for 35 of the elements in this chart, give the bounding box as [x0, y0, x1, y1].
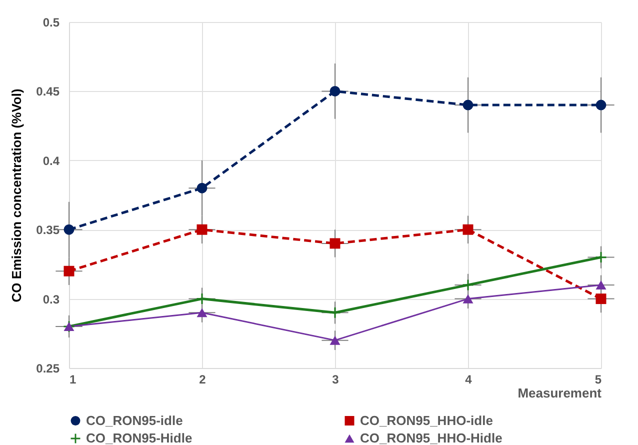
y-tick-label: 0.5: [42, 16, 60, 30]
point: [596, 252, 606, 263]
legend-label: CO_RON95_HHO-idle: [360, 412, 493, 428]
x-tick-label: 5: [594, 372, 602, 386]
y-axis-title: CO Emission concentration (%Vol): [9, 88, 24, 302]
x-tick-label: 4: [465, 372, 472, 386]
point: [196, 294, 208, 304]
y-tick-label: 0.3: [42, 292, 60, 306]
y-tick-label: 0.4: [42, 154, 60, 168]
point: [596, 294, 606, 304]
point: [64, 224, 74, 235]
x-tick-label: 2: [199, 372, 206, 386]
y-tick-label: 0.25: [36, 362, 60, 376]
point: [462, 100, 474, 110]
point: [196, 224, 208, 235]
point: [596, 280, 606, 290]
point: [462, 224, 474, 235]
legend-label: CO_RON95_HHO-Hidle: [360, 430, 502, 445]
legend-label: CO_RON95-idle: [86, 412, 183, 428]
point: [330, 86, 340, 96]
point: [330, 336, 340, 345]
y-tick-label: 0.45: [36, 84, 60, 99]
point: [462, 294, 474, 304]
point: [330, 307, 340, 318]
x-tick-label: 1: [70, 372, 76, 386]
x-axis-title: Measurement: [518, 386, 602, 400]
y-tick-label: 0.35: [36, 223, 60, 238]
x-tick-label: 3: [332, 372, 340, 386]
legend-label: CO_RON95-Hidle: [86, 430, 192, 445]
point: [196, 308, 208, 318]
point: [196, 182, 208, 194]
point: [462, 280, 474, 290]
point: [596, 100, 606, 110]
point: [64, 266, 74, 276]
point: [330, 238, 340, 249]
